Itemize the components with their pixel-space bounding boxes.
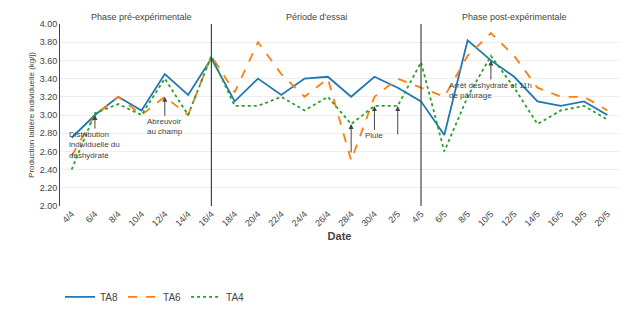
- svg-text:14/5: 14/5: [523, 209, 542, 228]
- svg-text:26/4: 26/4: [313, 209, 332, 228]
- svg-text:28/4: 28/4: [336, 209, 355, 228]
- svg-text:16/4: 16/4: [197, 209, 216, 228]
- svg-text:12/4: 12/4: [150, 209, 169, 228]
- svg-text:14/4: 14/4: [173, 209, 192, 228]
- svg-text:Abreuvoirau champ: Abreuvoirau champ: [147, 117, 183, 136]
- svg-text:16/5: 16/5: [546, 209, 565, 228]
- svg-text:10/4: 10/4: [127, 209, 146, 228]
- svg-text:3.60: 3.60: [40, 56, 58, 66]
- svg-text:2.20: 2.20: [40, 183, 58, 193]
- svg-text:TA6: TA6: [163, 292, 181, 303]
- svg-text:3.40: 3.40: [40, 74, 58, 84]
- svg-text:Pluie: Pluie: [365, 131, 383, 140]
- svg-text:12/5: 12/5: [499, 209, 518, 228]
- svg-text:24/4: 24/4: [290, 209, 309, 228]
- svg-text:4/4: 4/4: [60, 209, 76, 225]
- svg-text:2.40: 2.40: [40, 165, 58, 175]
- svg-text:Distributionindividuelle dudés: Distributionindividuelle dudéshydraté: [69, 130, 120, 160]
- svg-text:2.00: 2.00: [40, 201, 58, 211]
- svg-text:4/5: 4/5: [410, 209, 426, 225]
- svg-text:TA4: TA4: [226, 292, 244, 303]
- svg-text:8/5: 8/5: [456, 209, 472, 225]
- svg-text:20/4: 20/4: [243, 209, 262, 228]
- svg-text:20/5: 20/5: [592, 209, 611, 228]
- svg-text:6/5: 6/5: [433, 209, 449, 225]
- svg-text:22/4: 22/4: [266, 209, 285, 228]
- svg-text:2/5: 2/5: [386, 209, 402, 225]
- svg-text:10/5: 10/5: [476, 209, 495, 228]
- svg-text:6/4: 6/4: [84, 209, 100, 225]
- svg-text:TA8: TA8: [100, 292, 118, 303]
- svg-text:Date: Date: [328, 230, 352, 242]
- svg-text:Arrêt déshydraté et 11hde pâtu: Arrêt déshydraté et 11hde pâturage: [449, 81, 532, 100]
- svg-text:2.80: 2.80: [40, 128, 58, 138]
- svg-text:18/5: 18/5: [569, 209, 588, 228]
- svg-text:Production laitière individuel: Production laitière individuelle (kg/j): [27, 52, 36, 178]
- svg-text:3.20: 3.20: [40, 92, 58, 102]
- svg-text:3.80: 3.80: [40, 37, 58, 47]
- svg-text:18/4: 18/4: [220, 209, 239, 228]
- svg-text:Phase post-expérimentale: Phase post-expérimentale: [462, 12, 567, 22]
- svg-text:3.00: 3.00: [40, 110, 58, 120]
- svg-text:Période d'essai: Période d'essai: [286, 12, 347, 22]
- svg-text:30/4: 30/4: [360, 209, 379, 228]
- svg-text:8/4: 8/4: [107, 209, 123, 225]
- svg-text:4.00: 4.00: [40, 19, 58, 29]
- svg-text:Phase pré-expérimentale: Phase pré-expérimentale: [91, 12, 192, 22]
- svg-text:2.60: 2.60: [40, 147, 58, 157]
